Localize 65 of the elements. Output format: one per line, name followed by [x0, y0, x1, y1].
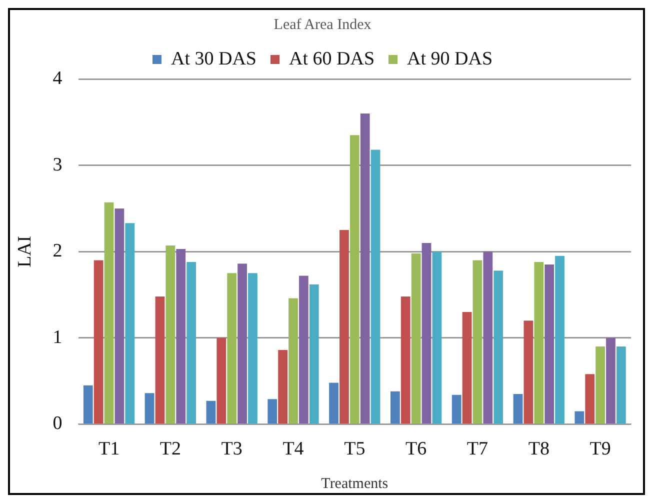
y-axis-title: LAI [14, 236, 36, 268]
bar [513, 394, 523, 424]
bar [534, 262, 544, 424]
bar [422, 242, 432, 424]
bar [268, 399, 278, 424]
y-tick-label: 4 [52, 68, 63, 89]
bar [186, 262, 196, 424]
bar [483, 252, 493, 424]
bar [544, 264, 554, 424]
bar [555, 256, 564, 424]
legend-label: At 90 DAS [407, 48, 493, 70]
bar [585, 374, 595, 424]
bar [248, 273, 258, 424]
bar [114, 208, 124, 424]
bar [144, 393, 154, 424]
bar [155, 296, 165, 424]
x-tick-label: T8 [528, 438, 550, 460]
chart-title: Leaf Area Index [274, 16, 372, 33]
bar [411, 253, 421, 424]
bar [176, 249, 186, 424]
y-tick-label: 3 [52, 154, 62, 176]
y-tick-label: 2 [52, 240, 62, 262]
bar [574, 411, 584, 424]
bar [350, 135, 360, 424]
bar [309, 284, 319, 424]
bar [227, 273, 237, 424]
bar [288, 298, 298, 424]
x-tick-label: T1 [98, 438, 120, 460]
bar [524, 320, 534, 424]
bar [104, 202, 114, 424]
bar [400, 296, 410, 424]
x-tick-label: T3 [221, 438, 242, 460]
x-tick-label: T9 [590, 438, 611, 460]
bar [370, 150, 380, 424]
bar [616, 346, 626, 424]
bar [125, 223, 135, 424]
bar [462, 312, 472, 424]
bar [606, 338, 616, 424]
bar [472, 260, 482, 424]
bar [390, 391, 400, 424]
x-tick-label: T2 [160, 438, 181, 460]
legend-label: At 60 DAS [288, 48, 375, 70]
x-tick-label: T5 [344, 438, 366, 460]
bar [329, 382, 338, 424]
bar [278, 350, 288, 424]
x-tick-label: T6 [406, 438, 427, 460]
bar [340, 230, 349, 424]
bar [298, 276, 308, 424]
bar [238, 264, 247, 424]
legend-label: At 30 DAS [170, 48, 256, 70]
y-tick-label: 0 [52, 413, 62, 434]
x-tick-label: T4 [282, 438, 304, 460]
x-tick-label: T7 [466, 438, 488, 460]
y-tick-label: 1 [52, 326, 62, 348]
bar [216, 338, 226, 424]
bar [166, 246, 176, 424]
bar [596, 346, 605, 424]
bar [94, 260, 104, 424]
bar [452, 394, 462, 424]
bar [206, 400, 216, 424]
x-axis-title: Treatments [321, 476, 388, 492]
bar [432, 252, 442, 424]
bar [494, 270, 504, 424]
bar [360, 114, 370, 424]
bar [83, 385, 93, 424]
